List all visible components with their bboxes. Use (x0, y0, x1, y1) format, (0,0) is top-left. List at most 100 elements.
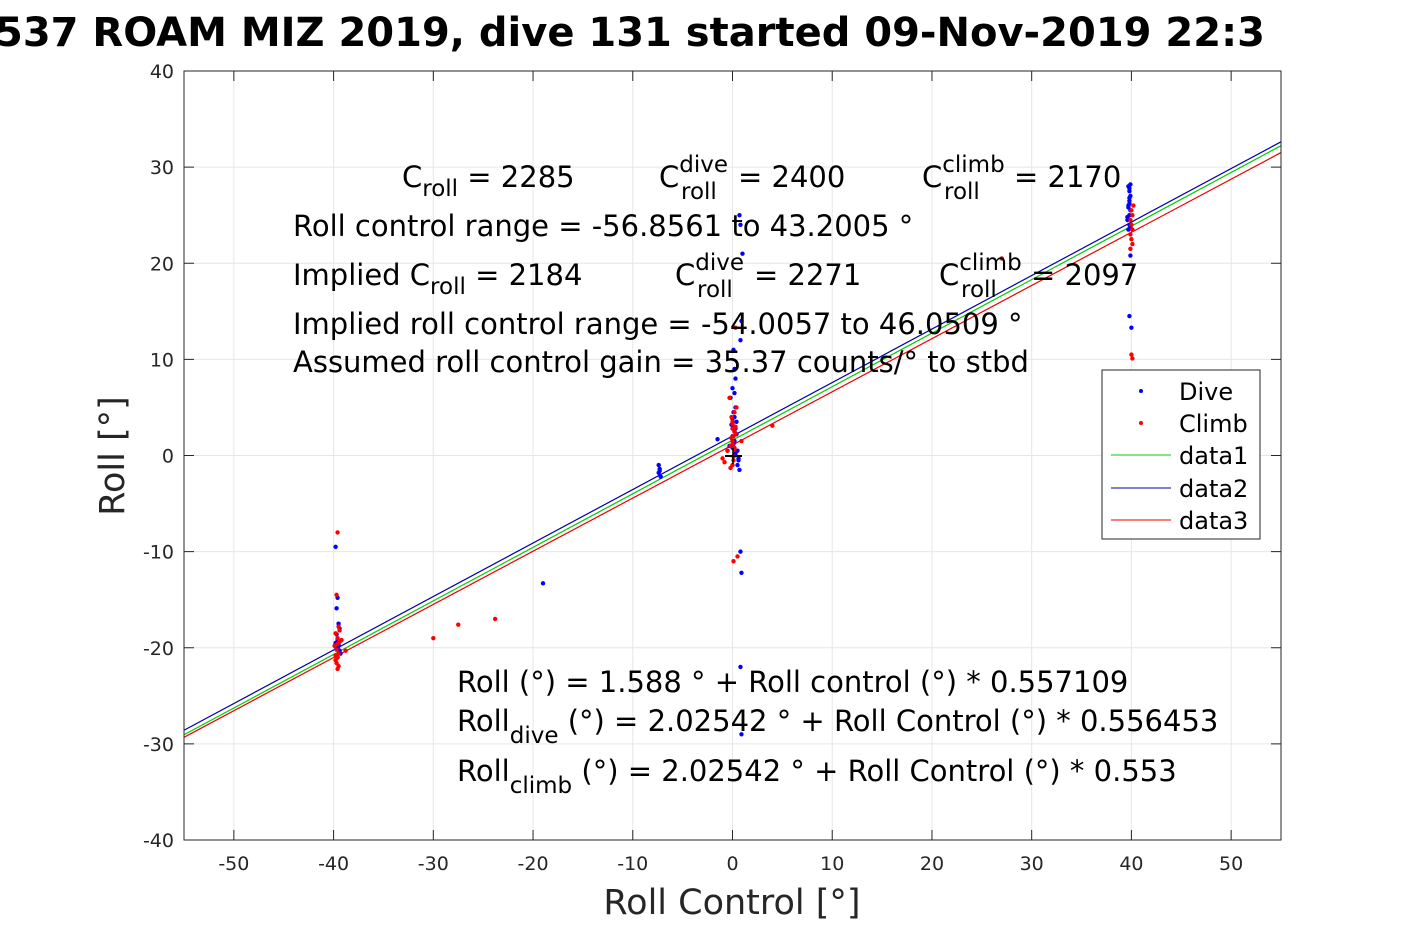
dive-point (738, 549, 743, 554)
dive-point (334, 606, 339, 611)
climb-point (1130, 212, 1135, 218)
dive-point (730, 386, 735, 391)
climb-point (728, 465, 733, 471)
y-tick-label: -30 (143, 734, 174, 756)
climb-point (729, 435, 734, 441)
dive-point (1128, 182, 1133, 187)
climb-point (720, 456, 725, 461)
dive-point (1127, 313, 1132, 319)
climb-point (725, 448, 730, 453)
climb-point (337, 628, 342, 633)
x-tick-label: 20 (920, 853, 944, 875)
climb-point (334, 656, 339, 661)
fit-equation: Roll (°) = 1.588 ° + Roll control (°) * … (457, 665, 1128, 699)
climb-point (734, 405, 739, 410)
x-tick-label: -40 (318, 853, 349, 875)
x-tick-label: 30 (1020, 853, 1044, 875)
dive-point (1128, 253, 1133, 258)
dive-point (715, 436, 720, 442)
c-roll-dive-sub: roll (681, 179, 717, 205)
legend-label-data3: data3 (1179, 507, 1248, 535)
dive-point (658, 474, 663, 479)
implied-c-roll: Implied Croll = 2184 (293, 258, 582, 300)
climb-point (739, 438, 744, 444)
legend-label-data2: data2 (1179, 475, 1248, 503)
fit-dive-equation: Rolldive (°) = 2.02542 ° + Roll Control … (457, 704, 1218, 749)
roll-control-range: Roll control range = -56.8561 to 43.2005… (293, 209, 913, 243)
climb-point (770, 423, 775, 428)
dive-point (740, 251, 745, 256)
x-tick-label: -50 (218, 853, 249, 875)
x-axis-label: Roll Control [°] (603, 883, 860, 923)
assumed-gain: Assumed roll control gain = 35.37 counts… (293, 345, 1029, 379)
implied-roll-control-range: Implied roll control range = -54.0057 to… (293, 307, 1023, 341)
legend-item-data3: data3 (1111, 507, 1248, 535)
y-tick-label: -40 (143, 830, 174, 852)
climb-point (730, 421, 735, 426)
y-tick-label: -20 (143, 638, 174, 660)
implied-c-roll-climb-sub: roll (961, 277, 997, 303)
legend-item-data1: data1 (1111, 442, 1248, 470)
climb-point (1128, 232, 1133, 237)
c-roll-climb-value: = 2170 (1014, 160, 1121, 194)
x-tick-label: 0 (726, 853, 738, 875)
dive-point (657, 468, 662, 474)
implied-c-roll-dive-sub: roll (697, 277, 733, 303)
climb-point (1130, 356, 1135, 361)
legend-label-climb: Climb (1179, 410, 1248, 438)
climb-point (339, 637, 344, 643)
dive-point (1127, 186, 1132, 191)
climb-point (335, 530, 340, 535)
climb-point (336, 624, 341, 629)
dive-point (656, 462, 661, 468)
climb-point (999, 256, 1004, 261)
x-tick-label: 40 (1119, 853, 1143, 875)
x-tick-label: 10 (820, 853, 844, 875)
climb-point (492, 616, 498, 622)
y-tick-label: 30 (150, 157, 174, 179)
implied-c-roll-dive-value: = 2271 (754, 258, 861, 292)
dive-point (736, 456, 741, 461)
climb-point (335, 666, 340, 672)
y-tick-label: 10 (150, 349, 174, 371)
legend-label-dive: Dive (1179, 378, 1233, 406)
dive-point (733, 376, 738, 381)
bottom-annotations: Roll (°) = 1.588 ° + Roll control (°) * … (457, 665, 1218, 799)
dive-point (1126, 205, 1131, 210)
climb-point (722, 460, 727, 465)
dive-point (1127, 201, 1132, 206)
climb-point (431, 635, 436, 641)
y-tick-label: 0 (162, 446, 174, 468)
climb-point (1129, 237, 1134, 242)
climb-point (1131, 203, 1136, 208)
dive-point (732, 366, 737, 372)
y-tick-label: 20 (150, 253, 174, 275)
dive-point (731, 347, 736, 352)
data-points (332, 182, 1136, 737)
c-roll-climb-sub: roll (944, 179, 980, 205)
fit-climb-equation: Rollclimb (°) = 2.02542 ° + Roll Control… (457, 754, 1177, 799)
dive-point (1129, 325, 1134, 330)
legend: Dive Climb data1 data2 data3 (1101, 369, 1261, 540)
y-axis-label: Roll [°] (93, 396, 133, 516)
dive-point (1125, 214, 1130, 220)
dive-point (1127, 195, 1132, 201)
dive-point (738, 664, 743, 670)
climb-point (735, 554, 740, 559)
dive-point (739, 318, 744, 324)
dive-point (735, 462, 740, 468)
climb-point (1129, 208, 1134, 213)
legend-item-data2: data2 (1111, 475, 1248, 503)
legend-label-data1: data1 (1179, 442, 1248, 470)
dive-point (739, 570, 744, 575)
x-tick-label: -20 (518, 853, 549, 875)
chart-title: 537 ROAM MIZ 2019, dive 131 started 09-N… (0, 10, 1265, 56)
legend-item-dive: Dive (1139, 378, 1233, 406)
climb-point (733, 325, 738, 330)
climb-point (335, 635, 340, 641)
climb-point (333, 631, 338, 636)
climb-point (456, 622, 461, 627)
climb-point (733, 432, 738, 437)
climb-point (334, 592, 339, 598)
